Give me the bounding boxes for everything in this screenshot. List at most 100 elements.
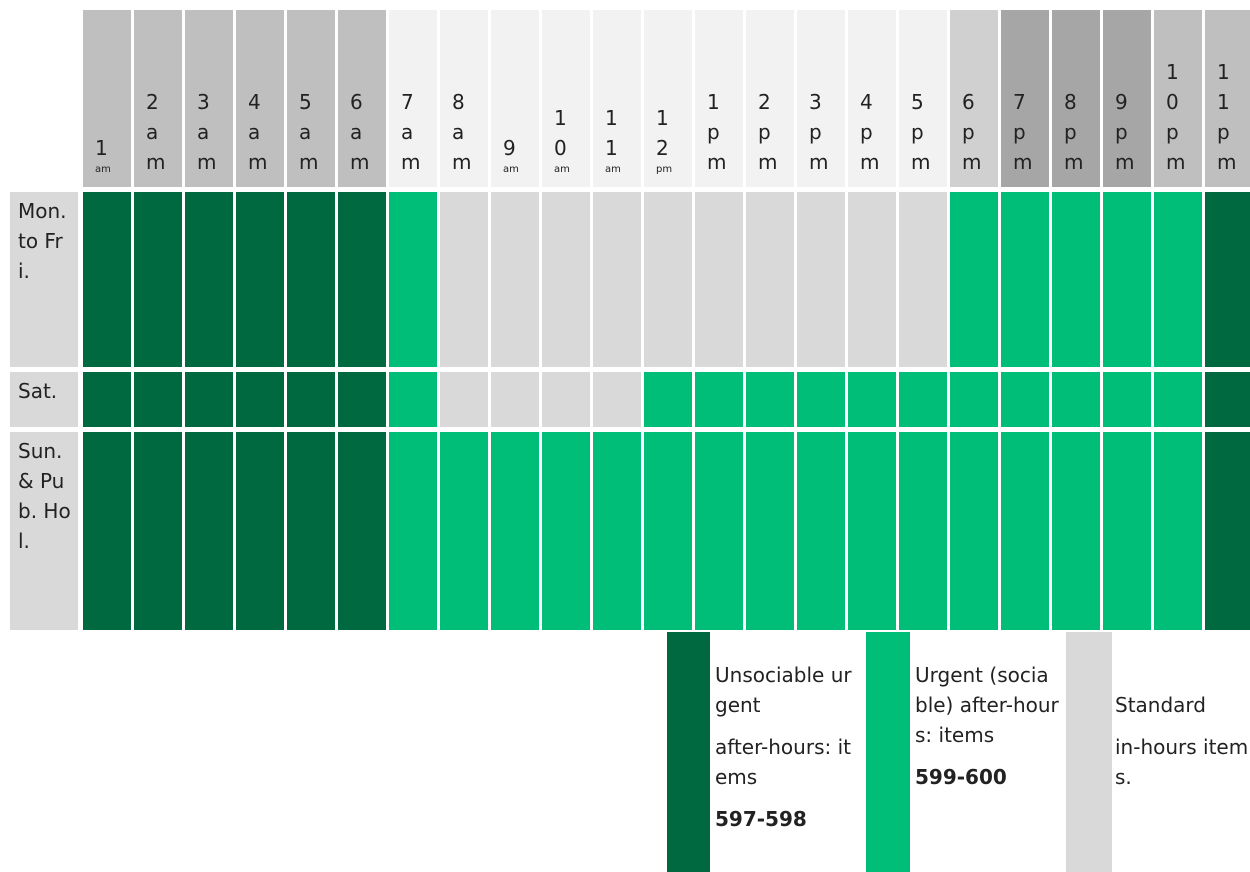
hour-number: 2 — [146, 90, 159, 114]
hour-number: 12 — [656, 106, 669, 160]
hour-suffix: pm — [758, 120, 778, 174]
time-cell — [1205, 192, 1250, 367]
legend-line: Standard — [1115, 693, 1206, 717]
hour-header: 10 pm — [1154, 10, 1202, 187]
time-cell — [338, 432, 386, 630]
time-cell — [848, 372, 896, 427]
time-cell — [185, 192, 233, 367]
hour-suffix: pm — [1217, 120, 1237, 174]
hour-suffix: am — [248, 120, 268, 174]
time-cell — [1001, 192, 1049, 367]
time-cell — [83, 192, 131, 367]
hour-suffix: am — [197, 120, 217, 174]
time-cell — [1103, 372, 1151, 427]
legend-swatch — [1066, 632, 1112, 872]
time-cell — [134, 432, 182, 630]
hour-header: 1 am — [83, 10, 131, 187]
time-cell — [1154, 372, 1202, 427]
hour-number: 6 — [350, 90, 363, 114]
time-cell — [746, 192, 794, 367]
hour-header: 2 am — [134, 10, 182, 187]
hour-text: 3 am — [197, 87, 219, 177]
time-cell — [695, 432, 743, 630]
time-cell — [83, 372, 131, 427]
hour-header: 5 pm — [899, 10, 947, 187]
hour-header: 9 pm — [1103, 10, 1151, 187]
time-cell — [695, 192, 743, 367]
hour-header: 9 am — [491, 10, 539, 187]
hour-number: 4 — [248, 90, 261, 114]
time-cell — [440, 192, 488, 367]
hour-suffix: pm — [911, 120, 931, 174]
time-cell — [338, 192, 386, 367]
hour-number: 3 — [197, 90, 210, 114]
hour-text: 8 am — [452, 87, 474, 177]
time-cell — [1001, 372, 1049, 427]
hour-number: 9 — [1115, 90, 1128, 114]
time-cell — [1154, 192, 1202, 367]
hour-header: 3 am — [185, 10, 233, 187]
hour-header: 7 am — [389, 10, 437, 187]
hour-text: 3 pm — [809, 87, 831, 177]
hour-text: 1 am — [95, 133, 117, 177]
row-label: Sat. — [10, 372, 78, 427]
hour-number: 8 — [1064, 90, 1077, 114]
time-cell — [1205, 372, 1250, 427]
time-cell — [542, 372, 590, 427]
time-cell — [491, 372, 539, 427]
hour-number: 7 — [401, 90, 414, 114]
hour-text: 10 pm — [1166, 57, 1188, 177]
hour-header: 1 pm — [695, 10, 743, 187]
time-cell — [236, 192, 284, 367]
hour-text: 7 am — [401, 87, 423, 177]
hour-number: 1 — [95, 136, 108, 160]
time-cell — [644, 192, 692, 367]
hour-text: 8 pm — [1064, 87, 1086, 177]
time-cell — [542, 192, 590, 367]
time-cell — [236, 432, 284, 630]
legend-text: Standard in-hours items. — [1115, 690, 1250, 804]
hour-number: 4 — [860, 90, 873, 114]
row-label: Sun. & Pub. Hol. — [10, 432, 78, 630]
hour-suffix: am — [452, 120, 472, 174]
time-cell — [236, 372, 284, 427]
hour-text: 4 am — [248, 87, 270, 177]
hour-header: 12 pm — [644, 10, 692, 187]
time-cell — [797, 372, 845, 427]
hour-header: 8 am — [440, 10, 488, 187]
time-cell — [593, 432, 641, 630]
hour-number: 7 — [1013, 90, 1026, 114]
hour-text: 1 pm — [707, 87, 729, 177]
hour-suffix: pm — [1166, 120, 1186, 174]
hour-text: 5 am — [299, 87, 321, 177]
hour-text: 4 pm — [860, 87, 882, 177]
time-cell — [950, 372, 998, 427]
hour-number: 8 — [452, 90, 465, 114]
time-cell — [287, 432, 335, 630]
time-cell — [491, 192, 539, 367]
legend-line: after-hours: items — [715, 735, 851, 789]
time-cell — [593, 372, 641, 427]
time-cell — [134, 192, 182, 367]
hour-text: 6 am — [350, 87, 372, 177]
hour-suffix: am — [95, 164, 111, 175]
hour-suffix: pm — [707, 120, 727, 174]
hour-text: 10 am — [554, 103, 576, 177]
time-cell — [287, 192, 335, 367]
hour-suffix: am — [605, 164, 621, 175]
time-cell — [1052, 432, 1100, 630]
time-cell — [950, 432, 998, 630]
hour-text: 12 pm — [656, 103, 678, 177]
hour-header: 11 am — [593, 10, 641, 187]
legend-swatch — [866, 632, 910, 872]
time-cell — [644, 372, 692, 427]
hour-header: 2 pm — [746, 10, 794, 187]
hour-text: 11 pm — [1217, 57, 1239, 177]
time-cell — [1001, 432, 1049, 630]
time-cell — [1154, 432, 1202, 630]
time-cell — [389, 372, 437, 427]
time-cell — [338, 372, 386, 427]
hour-number: 5 — [299, 90, 312, 114]
hour-number: 6 — [962, 90, 975, 114]
